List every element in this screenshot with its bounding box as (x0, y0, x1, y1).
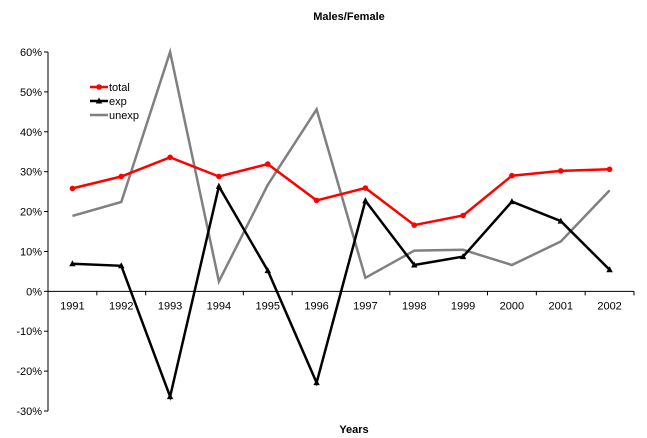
data-point-total (557, 168, 564, 174)
data-point-total (411, 222, 418, 228)
y-tick-label: 60% (20, 47, 42, 59)
data-point-exp (313, 379, 320, 386)
legend-item-total: total (90, 82, 130, 94)
x-axis-label: Years (339, 424, 368, 436)
data-point-total (118, 173, 125, 180)
data-point-total (606, 166, 613, 173)
series-total (69, 154, 613, 228)
data-point-exp (215, 182, 223, 189)
x-tick-label: 1995 (256, 300, 280, 312)
data-point-exp (69, 260, 76, 267)
x-tick-label: 1996 (304, 300, 328, 312)
data-point-total (509, 172, 515, 179)
series-line-total (72, 155, 610, 227)
series-exp (69, 182, 613, 401)
legend-label: unexp (109, 110, 139, 122)
y-tick-label: -30% (16, 406, 42, 418)
data-point-exp (411, 261, 418, 268)
x-tick-label: 1997 (353, 300, 377, 312)
y-tick-label: 0% (26, 286, 42, 298)
data-point-exp (264, 267, 271, 274)
data-point-exp (166, 393, 174, 400)
y-tick-label: 10% (20, 246, 42, 258)
x-tick-label: 1999 (451, 300, 475, 312)
legend-label: total (109, 82, 130, 94)
y-tick-label: 20% (20, 207, 42, 219)
y-tick-label: 30% (20, 167, 42, 179)
legend-marker (96, 84, 102, 90)
x-tick-label: 1998 (402, 300, 426, 312)
x-tick-label: 1992 (109, 300, 133, 312)
data-point-total (216, 173, 222, 180)
x-tick-label: 1993 (158, 300, 182, 312)
data-point-exp (606, 266, 613, 273)
y-tick-label: 40% (20, 127, 42, 139)
data-point-exp (459, 253, 467, 260)
x-tick-label: 1991 (60, 300, 84, 312)
y-tick-label: 50% (20, 87, 42, 99)
y-tick-label: -10% (16, 326, 42, 338)
legend-item-unexp: unexp (90, 110, 139, 122)
y-axis: 60% 50% 40% 30% 20% 10% 0% -10% -20% -30% (16, 47, 49, 418)
data-point-exp (557, 217, 564, 224)
x-tick-label: 2000 (500, 300, 524, 312)
x-tick-label: 2001 (549, 300, 573, 312)
data-point-total (460, 212, 466, 219)
series-line-exp (72, 183, 611, 401)
legend-item-exp: exp (90, 96, 127, 108)
data-point-total (167, 154, 173, 161)
data-point-exp (118, 262, 125, 269)
series-layer (69, 47, 613, 401)
x-tick-label: 2002 (597, 300, 621, 312)
y-tick-label: -20% (16, 366, 42, 378)
series-line-unexp (72, 47, 611, 286)
x-tick-label: 1994 (207, 300, 231, 312)
legend-label: exp (109, 96, 127, 108)
data-point-total (264, 161, 271, 167)
x-axis: 1991 1992 1993 1994 1995 1996 1997 1998 1999 2000… (47, 290, 635, 312)
data-point-exp (508, 198, 516, 205)
data-point-total (362, 185, 369, 191)
data-point-exp (362, 197, 369, 204)
data-point-total (313, 197, 320, 204)
legend-marker (95, 97, 103, 104)
series-unexp (72, 47, 611, 286)
legend: total exp unexp (90, 82, 139, 122)
data-point-total (69, 185, 76, 192)
chart-title: Males/Female (313, 11, 385, 23)
